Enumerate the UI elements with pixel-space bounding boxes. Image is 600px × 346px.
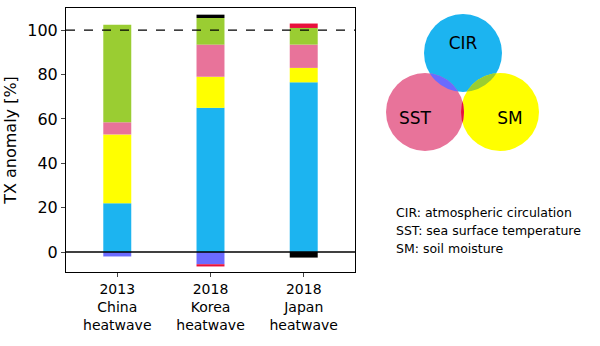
svg-text:CIR: CIR [449,33,478,53]
svg-text:2013Chinaheatwave: 2013Chinaheatwave [83,281,151,333]
svg-text:CIR: atmospheric circulation: CIR: atmospheric circulation [396,205,572,220]
svg-text:20: 20 [37,198,57,217]
svg-text:2018Koreaheatwave: 2018Koreaheatwave [176,281,244,333]
svg-text:80: 80 [37,65,57,84]
svg-text:SST: sea surface temperature: SST: sea surface temperature [396,223,581,238]
svg-text:SM: SM [497,108,522,128]
svg-text:SST: SST [399,108,432,128]
svg-text:SM: soil moisture: SM: soil moisture [396,241,503,256]
svg-text:2018Japanheatwave: 2018Japanheatwave [269,281,337,333]
svg-text:TX anomaly [%]: TX anomaly [%] [1,76,20,205]
svg-text:60: 60 [37,110,57,129]
svg-text:40: 40 [37,154,57,173]
svg-text:100: 100 [27,21,58,40]
svg-text:0: 0 [48,243,58,262]
